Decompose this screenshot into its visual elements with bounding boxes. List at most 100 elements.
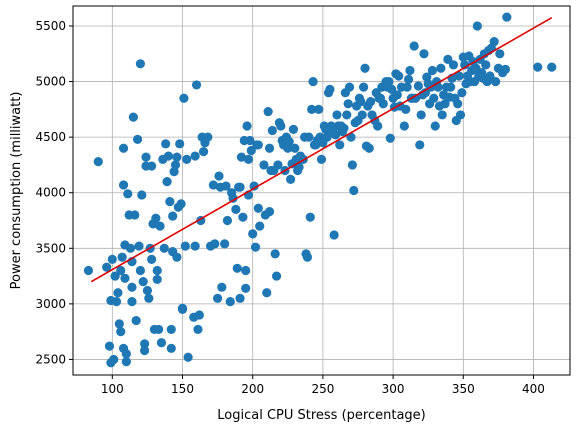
data-point xyxy=(131,315,141,326)
data-point xyxy=(276,121,286,131)
data-point xyxy=(457,88,467,98)
data-point xyxy=(259,160,269,170)
data-point xyxy=(121,357,131,367)
data-point xyxy=(401,104,411,114)
data-point xyxy=(329,230,339,240)
data-point xyxy=(399,121,409,131)
data-point xyxy=(347,160,357,170)
data-point xyxy=(118,180,129,190)
data-point xyxy=(177,304,188,315)
data-point xyxy=(152,265,162,276)
data-point xyxy=(500,64,511,74)
data-point xyxy=(172,252,182,262)
data-point xyxy=(203,132,213,142)
data-point xyxy=(405,65,415,76)
data-point xyxy=(235,293,245,303)
data-point xyxy=(305,212,315,222)
data-point xyxy=(416,110,426,120)
data-point xyxy=(127,282,137,292)
data-point xyxy=(121,349,131,359)
data-point xyxy=(332,110,342,120)
scatter-points xyxy=(83,12,557,368)
data-point xyxy=(147,161,157,171)
x-tick-label: 300 xyxy=(382,382,405,396)
regression-line xyxy=(90,16,553,283)
data-point xyxy=(288,124,299,134)
data-point xyxy=(308,76,318,87)
data-point xyxy=(111,297,122,307)
data-point xyxy=(120,273,130,283)
data-point xyxy=(264,207,275,217)
data-point xyxy=(140,345,150,356)
data-point xyxy=(267,125,277,136)
data-point xyxy=(161,139,171,149)
x-tick-label: 350 xyxy=(452,382,475,396)
data-point xyxy=(163,151,174,161)
data-point xyxy=(472,21,482,31)
data-point xyxy=(117,252,127,262)
data-point xyxy=(107,254,117,265)
data-point xyxy=(387,84,397,94)
data-point xyxy=(356,96,366,107)
data-point xyxy=(263,106,273,117)
data-point xyxy=(437,110,447,120)
data-point xyxy=(436,63,446,73)
data-point xyxy=(394,71,404,81)
data-point xyxy=(349,185,359,196)
data-point xyxy=(180,241,190,251)
y-axis-label: Power consumption (milliwatt) xyxy=(9,92,24,290)
data-point xyxy=(294,162,304,172)
data-point xyxy=(210,239,220,249)
data-point xyxy=(270,249,280,259)
data-point xyxy=(242,121,252,131)
data-point xyxy=(410,93,421,103)
y-tick-label: 4500 xyxy=(35,130,66,144)
y-tick-label: 3000 xyxy=(35,297,66,311)
data-point xyxy=(222,215,233,226)
data-point xyxy=(135,265,145,276)
data-point xyxy=(419,49,429,59)
data-point xyxy=(360,63,370,73)
data-point xyxy=(125,243,136,253)
data-point xyxy=(246,145,256,156)
data-point xyxy=(170,160,181,170)
data-point xyxy=(130,210,140,220)
data-point xyxy=(162,177,172,187)
data-point xyxy=(128,112,138,122)
data-point xyxy=(175,139,185,149)
data-point xyxy=(141,152,151,162)
data-point xyxy=(156,338,167,348)
data-point xyxy=(427,65,438,76)
data-point xyxy=(359,82,369,92)
y-tick-label: 3500 xyxy=(35,241,66,255)
data-point xyxy=(154,324,164,335)
data-point xyxy=(132,134,143,144)
data-point xyxy=(241,283,251,293)
data-point xyxy=(330,130,341,140)
data-point xyxy=(152,274,162,285)
data-point xyxy=(385,133,395,143)
data-point xyxy=(182,154,192,164)
data-point xyxy=(214,171,224,181)
data-point xyxy=(446,82,456,92)
data-point xyxy=(249,181,259,191)
data-point xyxy=(339,123,349,133)
data-point xyxy=(392,90,402,100)
data-point xyxy=(176,199,186,209)
data-point xyxy=(135,59,145,69)
data-point xyxy=(217,282,227,292)
data-point xyxy=(443,54,453,64)
data-point xyxy=(116,265,126,276)
data-point xyxy=(142,285,153,296)
data-point xyxy=(271,271,282,281)
data-point xyxy=(273,160,283,170)
data-point xyxy=(104,341,115,351)
data-point xyxy=(455,110,466,120)
y-tick-label: 4000 xyxy=(35,186,66,200)
data-point xyxy=(191,80,202,90)
data-point xyxy=(533,62,543,72)
data-point xyxy=(490,76,501,87)
data-point xyxy=(409,41,419,51)
data-point xyxy=(198,146,209,157)
